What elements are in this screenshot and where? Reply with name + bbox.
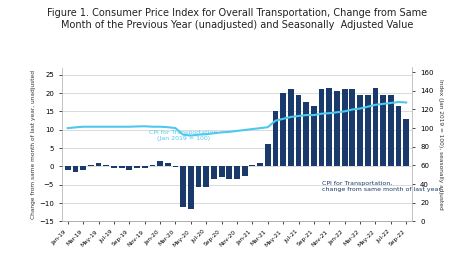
Bar bbox=[357, 95, 363, 166]
Bar bbox=[396, 106, 401, 166]
Bar bbox=[65, 166, 71, 170]
Bar bbox=[103, 165, 109, 166]
Bar bbox=[73, 166, 78, 172]
Bar bbox=[142, 166, 147, 168]
Bar bbox=[265, 144, 271, 166]
Bar bbox=[111, 166, 117, 168]
Bar bbox=[134, 166, 140, 168]
Bar bbox=[288, 89, 294, 166]
Bar bbox=[334, 91, 340, 166]
Bar bbox=[373, 88, 378, 166]
Bar bbox=[157, 161, 163, 166]
Bar bbox=[303, 102, 309, 166]
Text: CPI for Transportation
(Jan 2019 = 100): CPI for Transportation (Jan 2019 = 100) bbox=[149, 130, 217, 141]
Bar bbox=[280, 93, 286, 166]
Bar bbox=[242, 166, 247, 176]
Bar bbox=[249, 165, 255, 166]
Bar bbox=[196, 166, 201, 187]
Bar bbox=[296, 95, 301, 166]
Bar bbox=[219, 166, 225, 177]
Bar bbox=[80, 166, 86, 170]
Bar bbox=[257, 163, 263, 166]
Text: CPI for Transportation,
change from same month of last year: CPI for Transportation, change from same… bbox=[322, 181, 441, 192]
Bar bbox=[349, 89, 356, 166]
Bar bbox=[149, 165, 155, 166]
Bar bbox=[180, 166, 186, 207]
Bar bbox=[319, 89, 325, 166]
Bar bbox=[342, 89, 347, 166]
Bar bbox=[203, 166, 209, 187]
Bar bbox=[96, 163, 101, 166]
Bar bbox=[188, 166, 194, 208]
Bar bbox=[273, 112, 278, 166]
Bar bbox=[388, 95, 394, 166]
Bar bbox=[227, 166, 232, 179]
Y-axis label: Index (Jan 2019 = 100), seasonally adjusted: Index (Jan 2019 = 100), seasonally adjus… bbox=[438, 79, 443, 210]
Text: Figure 1. Consumer Price Index for Overall Transportation, Change from Same
Mont: Figure 1. Consumer Price Index for Overa… bbox=[47, 8, 427, 30]
Bar bbox=[380, 95, 386, 166]
Bar bbox=[311, 106, 317, 166]
Bar bbox=[365, 95, 371, 166]
Bar bbox=[403, 119, 409, 166]
Bar bbox=[327, 88, 332, 166]
Bar bbox=[234, 166, 240, 179]
Bar bbox=[173, 166, 178, 167]
Y-axis label: Change from same month of last year, unadjusted: Change from same month of last year, una… bbox=[31, 70, 36, 219]
Bar bbox=[118, 166, 125, 168]
Bar bbox=[211, 166, 217, 179]
Bar bbox=[127, 166, 132, 170]
Bar bbox=[165, 163, 171, 166]
Bar bbox=[88, 165, 94, 166]
